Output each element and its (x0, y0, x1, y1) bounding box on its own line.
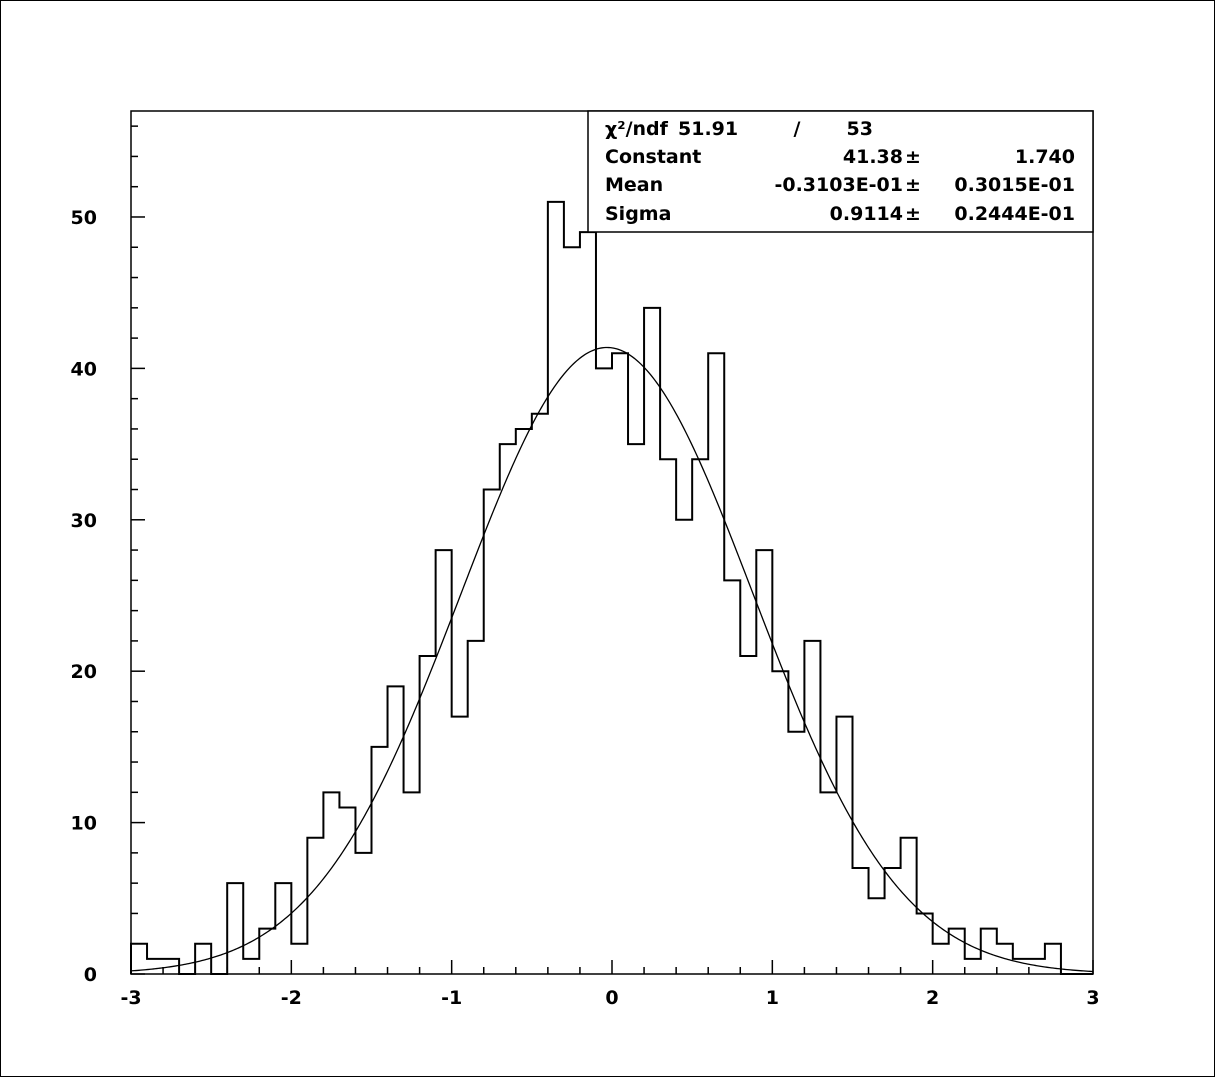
x-tick-label: 2 (926, 987, 939, 1009)
stats-row: Mean -0.3103E-01 ±0.3015E-01 (605, 174, 1075, 196)
x-tick-label: 3 (1086, 987, 1099, 1009)
stats-row-label: χ²/ndf (605, 118, 669, 140)
y-tick-label: 10 (71, 813, 97, 835)
x-axis-tick-labels: -3 -2 -1 0 1 2 3 (120, 987, 1099, 1009)
stats-row-separator: ± (905, 174, 921, 196)
gaussian-fit-curve (130, 346, 1094, 973)
stats-row: Constant 41.38 ±1.740 (605, 146, 1075, 168)
x-tick-label: -1 (441, 987, 462, 1009)
stats-row-label: Mean (605, 174, 663, 196)
y-tick-label: 30 (71, 510, 97, 532)
y-tick-label: 50 (71, 207, 97, 229)
stats-row-separator: / (794, 118, 801, 140)
stats-row-value: -0.3103E-01 (774, 174, 903, 196)
stats-row-error: 1.740 (1015, 146, 1075, 168)
y-axis-tick-labels: 0 10 20 30 40 50 (71, 207, 97, 986)
y-tick-label: 40 (71, 358, 97, 380)
stats-row-label: Constant (605, 146, 701, 168)
stats-row-error: 53 (847, 118, 873, 140)
stats-box-frame (587, 110, 1094, 233)
stats-row-label: Sigma (605, 203, 671, 225)
x-tick-label: 0 (605, 987, 618, 1009)
stats-row-separator: ± (905, 203, 921, 225)
x-tick-label: 1 (766, 987, 779, 1009)
stats-row-error: 0.3015E-01 (954, 174, 1075, 196)
y-tick-label: 0 (84, 964, 97, 986)
stats-row-error: 0.2444E-01 (954, 203, 1075, 225)
stats-row: Sigma 0.9114 ±0.2444E-01 (605, 203, 1075, 225)
stats-row-separator: ± (905, 146, 921, 168)
stats-row-value: 0.9114 (830, 203, 903, 225)
stats-row: χ²/ndf 51.91 / 53 (605, 118, 873, 140)
stats-row-value: 51.91 (678, 118, 738, 140)
y-tick-label: 20 (71, 661, 97, 683)
stats-row-value: 41.38 (843, 146, 903, 168)
x-tick-label: -2 (281, 987, 302, 1009)
x-tick-label: -3 (120, 987, 141, 1009)
